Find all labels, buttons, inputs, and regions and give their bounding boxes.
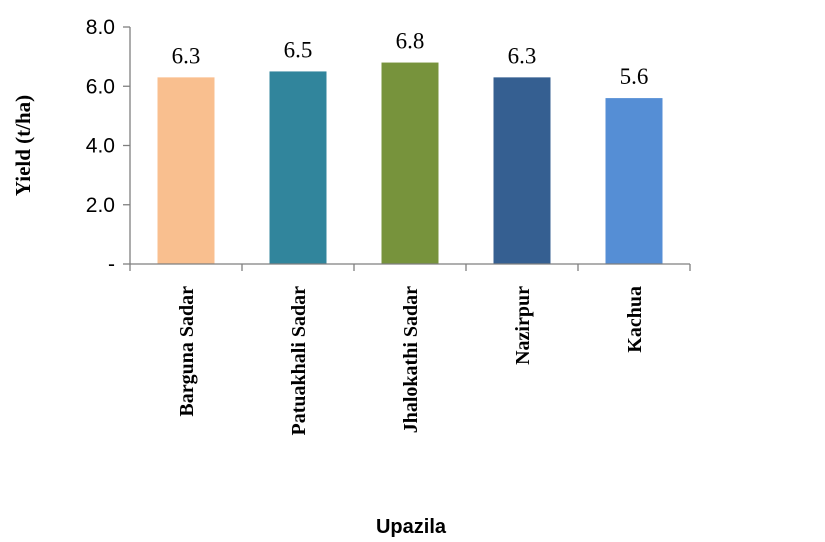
bars [157, 62, 663, 264]
data-label: 6.5 [284, 37, 313, 62]
x-axis-ticks [129, 264, 691, 271]
category-labels: Barguna Sadar Patuakhali Sadar Jhalokathi … [176, 286, 646, 436]
bar [381, 62, 439, 264]
data-label: 6.8 [396, 29, 425, 54]
data-label: 6.3 [508, 43, 537, 68]
bar [605, 98, 663, 264]
category-label: Patuakhali Sadar [288, 286, 310, 436]
bar [269, 71, 327, 264]
category-label: Barguna Sadar [176, 286, 198, 417]
y-tick-label: 2.0 [86, 194, 115, 217]
data-labels: 6.3 6.5 6.8 6.3 5.6 [172, 29, 649, 90]
y-tick-label: - [108, 253, 115, 276]
y-axis-title: Yield (t/ha) [11, 95, 35, 196]
y-tick-label: 8.0 [86, 16, 115, 39]
y-axis-ticks: - 2.0 4.0 6.0 8.0 [86, 16, 130, 276]
category-label: Kachua [624, 286, 646, 353]
y-tick-label: 6.0 [86, 75, 115, 98]
category-label: Nazirpur [512, 286, 534, 365]
x-axis-title: Upazila [376, 516, 447, 538]
data-label: 6.3 [172, 43, 201, 68]
data-label: 5.6 [620, 64, 649, 89]
bar [157, 77, 215, 264]
category-label: Jhalokathi Sadar [400, 286, 422, 433]
bar [493, 77, 551, 264]
y-tick-label: 4.0 [86, 135, 115, 158]
